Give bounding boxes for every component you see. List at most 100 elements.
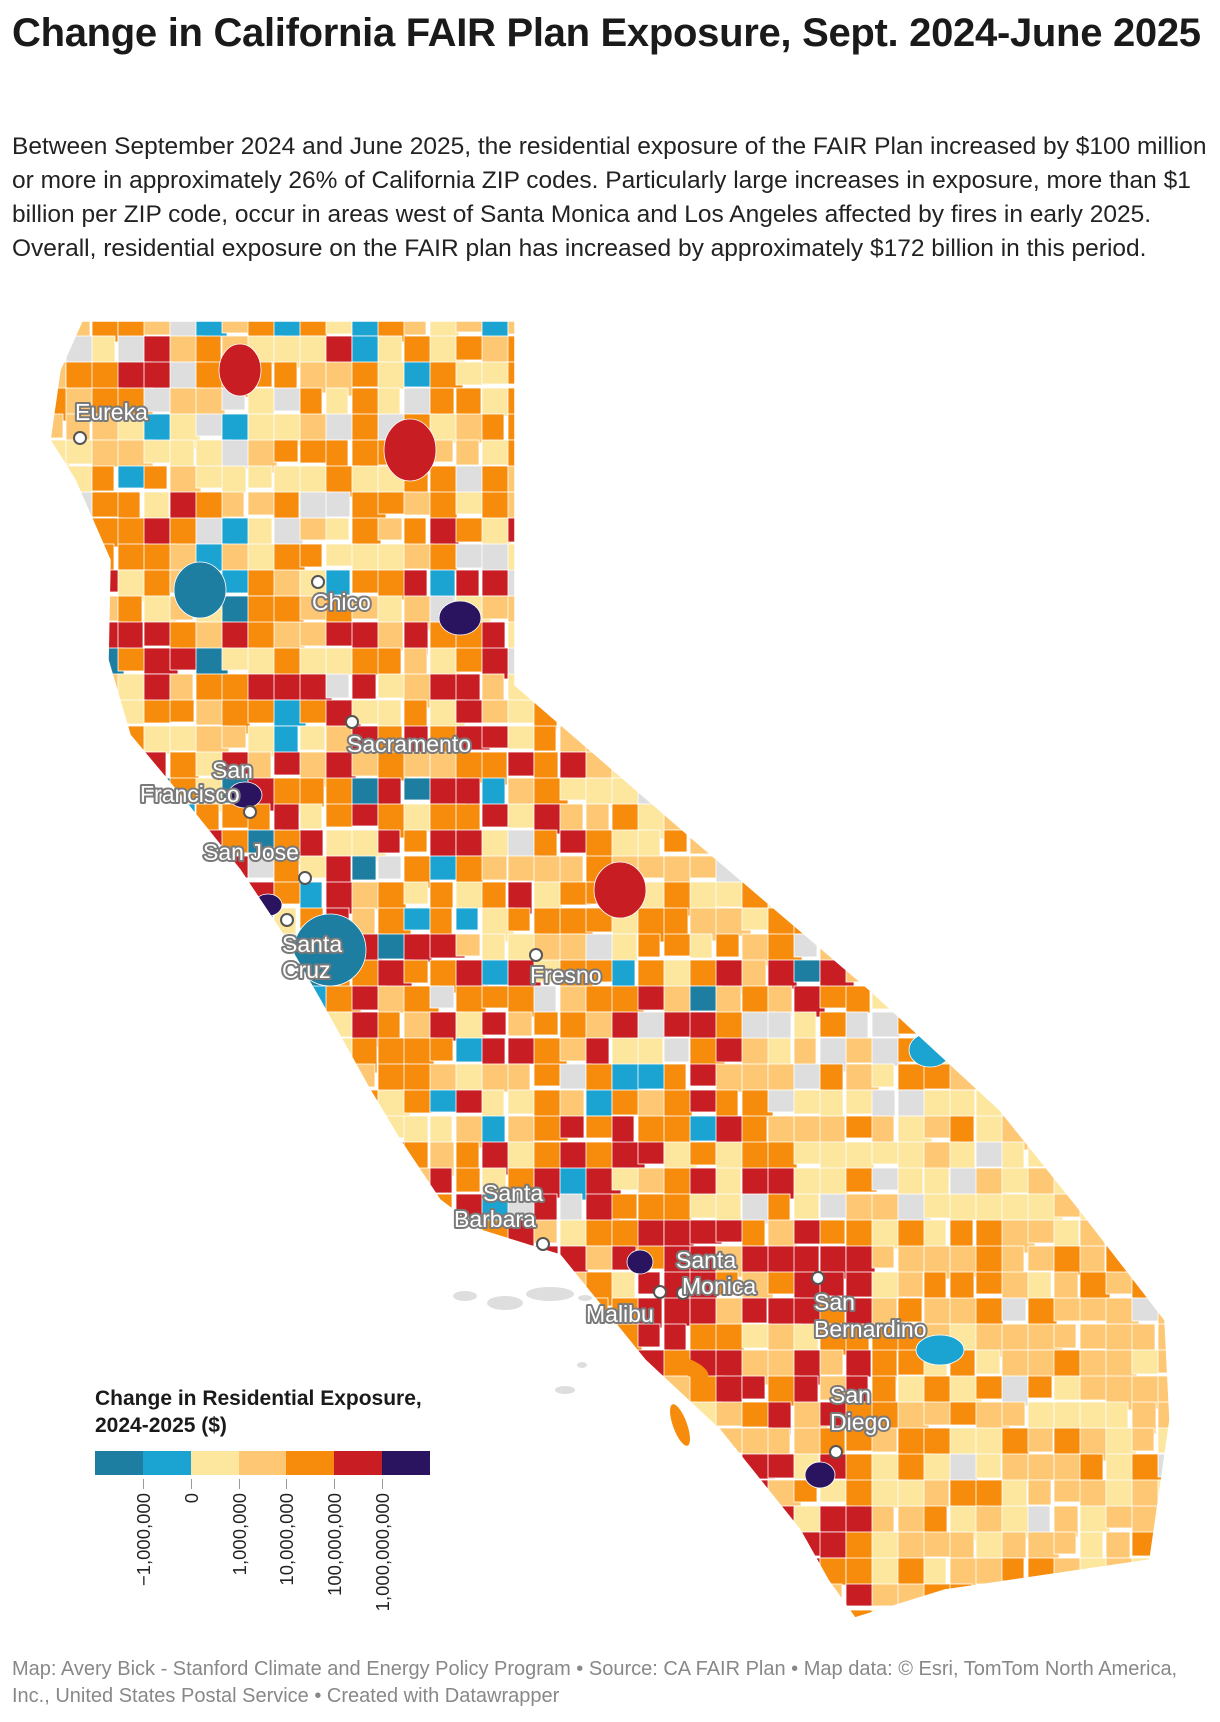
zip-region [819,829,855,864]
zip-region [1027,803,1061,838]
zip-region [1027,959,1058,984]
zip-region [637,465,668,490]
zip-region [533,361,569,387]
zip-region [65,1505,98,1535]
zip-region [143,1297,178,1322]
zip-region [1001,1557,1025,1582]
zip-region [1053,647,1079,684]
zip-region [793,1141,823,1165]
zip-region [65,985,100,1021]
zip-region [923,465,953,496]
zip-region [819,361,855,385]
zip-region [351,1297,376,1329]
zip-region [455,1583,486,1611]
zip-region [299,1115,326,1147]
zip-region [559,621,585,653]
zip-region [975,1609,1002,1618]
zip-region [403,1297,430,1321]
zip-region [819,335,846,365]
zip-region [741,751,766,776]
zip-region [741,621,778,657]
zip-region [403,881,429,905]
zip-region [663,569,689,594]
zip-region [611,803,642,835]
zip-region [221,465,247,494]
zip-region [585,985,617,1013]
zip-region [689,1505,720,1539]
zip-region [247,959,282,990]
zip-region [715,829,748,860]
zip-region [195,1323,225,1349]
zip-region [507,725,535,750]
zip-region [1131,569,1157,595]
zip-region [845,361,874,396]
zip-region [1001,647,1025,682]
zip-region [91,1141,123,1177]
zip-region [1157,1089,1170,1119]
zip-region [1053,361,1089,398]
zip-region [455,1375,482,1402]
zip-region [50,335,63,369]
zip-region [975,959,1011,996]
legend-tick-label: 1,000,000,000 [372,1493,394,1612]
city-chico: Chico [310,575,373,617]
zip-region [793,335,818,361]
zip-region [65,777,99,812]
zip-region [91,1167,119,1201]
zip-region [1053,595,1081,630]
zip-region [871,321,907,345]
legend-tick-label: −1,000,000 [132,1493,154,1587]
zip-region [403,335,433,366]
zip-region [1053,933,1082,964]
zip-region [455,1401,479,1430]
zip-region [1157,569,1170,598]
zip-region [299,1323,324,1354]
zip-region [871,517,897,553]
zip-region [559,569,584,598]
zip-region [1079,413,1104,445]
city-dot [536,1237,550,1251]
zip-region [1157,335,1170,368]
zip-region [975,543,1003,573]
zip-region [637,321,668,340]
zip-region [741,1375,766,1400]
zip-region [767,1271,796,1295]
zip-region [871,725,897,757]
zip-region [195,1219,229,1244]
zip-region [637,1453,666,1478]
island-san-clemente [670,1404,690,1446]
city-label: San Jose [203,839,299,865]
zip-region [923,595,947,625]
zip-region [481,1453,505,1487]
zip-region [949,855,976,885]
zip-region [1157,907,1170,932]
zip-region [143,465,168,490]
zip-region [559,829,590,854]
zip-region [663,907,689,939]
zip-region [585,387,622,420]
zip-region [611,1557,643,1587]
zip-region [637,673,668,710]
zip-region [923,959,951,984]
zip-region [767,881,802,910]
zip-region [793,1245,820,1274]
zip-region [533,1609,558,1618]
zip-region [143,959,167,988]
zip-region [429,881,454,909]
zip-region [741,1063,769,1095]
zip-region [923,777,953,806]
zip-region [819,751,852,787]
zip-region [1001,1583,1036,1611]
zip-region [1027,1609,1053,1618]
zip-region [221,621,249,651]
zip-region [949,569,981,596]
zip-region [247,1141,277,1173]
zip-region [1157,803,1170,839]
zip-region [767,751,791,781]
legend-tick-label: 10,000,000 [276,1493,298,1586]
zip-region [611,517,646,547]
zip-region [897,1271,924,1298]
zip-region [65,517,89,554]
zip-region [975,1479,1007,1508]
